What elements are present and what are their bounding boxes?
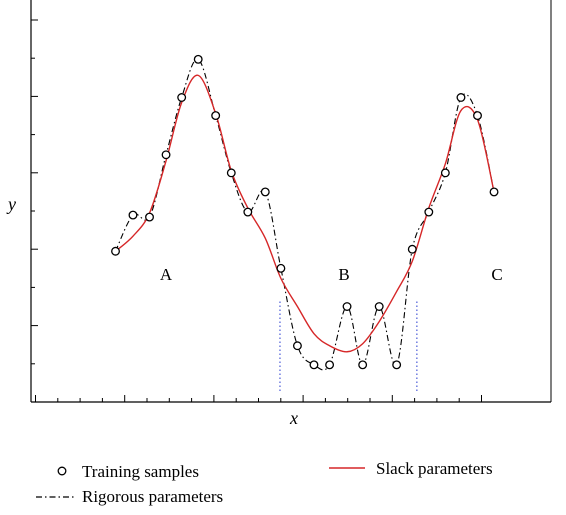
legend-rigorous-label: Rigorous parameters xyxy=(82,487,223,506)
series-markers xyxy=(111,54,499,370)
training-sample-point xyxy=(226,168,236,178)
training-sample-point xyxy=(342,302,352,311)
plot-frame xyxy=(30,0,552,403)
training-sample-point xyxy=(243,207,253,217)
region-dividers xyxy=(279,301,418,392)
legend-slack-label: Slack parameters xyxy=(376,459,493,478)
training-sample-point xyxy=(111,246,120,256)
training-sample-point xyxy=(211,111,221,121)
training-sample-point xyxy=(161,150,171,160)
training-sample-point xyxy=(177,93,187,102)
training-sample-point xyxy=(424,207,434,217)
rigorous-parameters-line xyxy=(115,58,495,371)
legend-training-label: Training samples xyxy=(82,462,199,481)
training-sample-point xyxy=(407,244,417,254)
region-label-c: C xyxy=(491,265,502,284)
training-sample-point xyxy=(276,263,286,273)
region-label-b: B xyxy=(338,265,349,284)
axis-ticks xyxy=(31,19,482,403)
legend-training-marker xyxy=(57,466,67,476)
training-sample-point xyxy=(128,210,138,220)
y-axis-label: y xyxy=(6,194,16,214)
training-sample-point xyxy=(440,168,450,178)
training-sample-point xyxy=(358,360,368,370)
training-sample-point xyxy=(473,111,482,121)
x-axis-label: x xyxy=(289,408,298,428)
training-sample-point xyxy=(145,212,154,222)
training-sample-point xyxy=(260,187,270,197)
region-label-a: A xyxy=(160,265,173,284)
training-sample-point xyxy=(374,302,384,311)
training-sample-point xyxy=(392,360,402,370)
training-sample-point xyxy=(193,54,203,64)
training-sample-point xyxy=(325,360,335,370)
legend: Training samples Rigorous parameters Sla… xyxy=(36,459,493,506)
slack-parameters-line xyxy=(115,74,495,353)
series-lines xyxy=(115,58,495,371)
training-sample-point xyxy=(309,360,319,370)
training-sample-point xyxy=(489,187,499,197)
training-sample-point xyxy=(456,93,466,102)
training-sample-point xyxy=(292,341,302,351)
